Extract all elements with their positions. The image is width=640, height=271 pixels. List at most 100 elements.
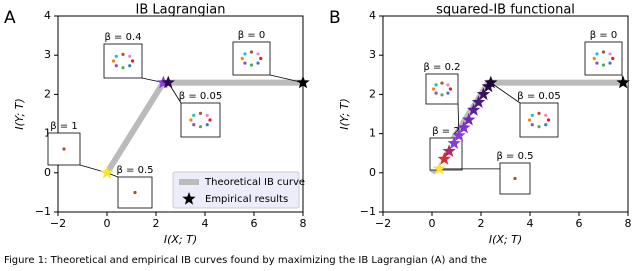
- empirical-star: [467, 103, 481, 116]
- empirical-star: [100, 165, 114, 179]
- y-tick-label: 1: [369, 127, 376, 140]
- x-tick-label: 4: [527, 217, 534, 230]
- inset-dot: [114, 54, 118, 58]
- inset-dot: [208, 118, 212, 122]
- inset-dot: [546, 118, 551, 122]
- x-tick-label: 8: [625, 217, 632, 230]
- y-tick-label: 4: [44, 9, 51, 22]
- empirical-star: [432, 161, 446, 175]
- inset-dot: [611, 56, 615, 61]
- inset-dot: [189, 118, 193, 122]
- inset-dot: [205, 113, 209, 117]
- inset-dot: [446, 91, 450, 95]
- legend-star: [182, 192, 196, 205]
- inset-box: [232, 41, 271, 76]
- annotation-label: β = 1: [50, 121, 77, 132]
- inset-dot: [128, 64, 132, 68]
- y-tick-label: −1: [35, 205, 51, 218]
- inset-dot: [192, 113, 196, 117]
- inset-dot: [592, 56, 596, 61]
- legend-box: [172, 171, 300, 209]
- annotation-label: β = 0.4: [104, 32, 141, 43]
- y-tick-label: 4: [369, 9, 376, 22]
- x-tick-label: −2: [375, 217, 391, 230]
- y-tick-label: 2: [44, 87, 51, 100]
- empirical-star: [471, 95, 486, 108]
- legend-label: Theoretical IB curve: [204, 177, 305, 188]
- inset-dot: [133, 190, 137, 195]
- annotation-label: β = 2: [432, 126, 459, 137]
- inset-dot: [130, 59, 135, 63]
- inset-dot: [249, 63, 254, 67]
- empirical-star: [161, 75, 175, 89]
- inset-dot: [128, 54, 132, 58]
- y-axis-label: I(Y; T): [338, 98, 351, 130]
- x-tick-label: 8: [300, 217, 307, 230]
- inset-dot: [256, 61, 260, 65]
- inset-dot: [530, 113, 534, 117]
- inset-dot: [440, 81, 444, 85]
- caption: Figure 1: Theoretical and empirical IB c…: [4, 255, 487, 266]
- inset-dot: [192, 123, 196, 127]
- empirical-star: [457, 120, 471, 134]
- inset-dot: [527, 118, 532, 122]
- empirical-star: [484, 75, 498, 89]
- y-tick-label: 0: [44, 166, 51, 179]
- empirical-star: [442, 144, 456, 157]
- x-tick-label: 6: [251, 217, 258, 230]
- inset-box: [584, 41, 623, 76]
- inset-dot: [537, 125, 541, 129]
- inset-box: [103, 43, 143, 79]
- inset-dot: [114, 64, 118, 68]
- inset-dot: [121, 52, 125, 56]
- annotation-label: β = 0: [590, 30, 617, 41]
- empirical-star: [462, 112, 476, 126]
- inset-dot: [440, 93, 444, 97]
- inset-dot: [434, 83, 438, 87]
- inset-dot: [446, 83, 450, 87]
- inset-dot: [121, 66, 125, 70]
- inset-dot: [432, 87, 436, 91]
- x-tick-label: 0: [429, 217, 436, 230]
- y-tick-label: 0: [369, 166, 376, 179]
- panel-label: B: [329, 8, 341, 28]
- x-tick-label: 4: [202, 217, 209, 230]
- inset-dot: [259, 56, 263, 61]
- panel-label: A: [4, 8, 16, 28]
- inset-dot: [544, 113, 548, 117]
- plot-frame: [382, 15, 629, 213]
- x-tick-label: 2: [153, 217, 160, 230]
- inset-box: [180, 102, 221, 138]
- chart-title: IB Lagrangian: [136, 3, 226, 18]
- inset-dot: [595, 61, 599, 65]
- inset-dot: [601, 50, 606, 54]
- x-axis-label: I(X; T): [489, 233, 522, 246]
- x-tick-label: 6: [576, 217, 583, 230]
- inset-dot: [513, 176, 517, 181]
- annotation-connector: [490, 82, 521, 104]
- inset-dot: [62, 147, 66, 151]
- y-tick-label: 3: [44, 48, 51, 61]
- x-tick-label: 2: [478, 217, 485, 230]
- empirical-star: [437, 152, 451, 165]
- inset-dot: [243, 61, 247, 65]
- annotation-label: β = 0.5: [116, 165, 153, 176]
- y-tick-label: −1: [360, 205, 376, 218]
- annotation-label: β = 0.05: [517, 91, 560, 102]
- inset-dot: [243, 52, 247, 56]
- inset-box: [425, 73, 459, 105]
- inset-dot: [608, 52, 612, 56]
- inset-dot: [111, 59, 116, 63]
- annotation-label: β = 0: [238, 30, 265, 41]
- inset-dot: [448, 87, 452, 91]
- chart-title: squared-IB functional: [436, 3, 575, 18]
- inset-box: [519, 102, 559, 138]
- x-axis-label: I(X; T): [164, 233, 197, 246]
- inset-dot: [240, 56, 244, 61]
- empirical-star: [447, 136, 461, 150]
- y-tick-label: 2: [369, 87, 376, 100]
- inset-dot: [256, 52, 260, 56]
- annotation-label: β = 0.2: [423, 62, 460, 73]
